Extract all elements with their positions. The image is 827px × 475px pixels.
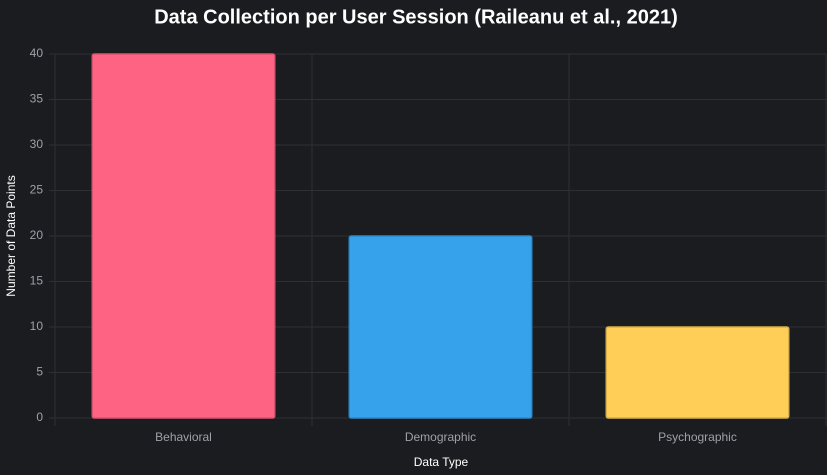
y-tick-label: 30 bbox=[30, 137, 44, 151]
y-tick-label: 10 bbox=[30, 319, 44, 333]
x-tick-label: Demographic bbox=[405, 430, 476, 444]
bar bbox=[348, 235, 533, 419]
x-axis-title: Data Type bbox=[414, 455, 469, 469]
x-tick-label: Behavioral bbox=[155, 430, 212, 444]
y-axis-title: Number of Data Points bbox=[4, 175, 18, 296]
y-tick-label: 15 bbox=[30, 274, 44, 288]
y-tick-label: 25 bbox=[30, 183, 44, 197]
y-tick-label: 20 bbox=[30, 228, 44, 242]
x-tick-label: Psychographic bbox=[658, 430, 737, 444]
y-tick-label: 35 bbox=[30, 92, 44, 106]
y-tick-label: 5 bbox=[36, 365, 43, 379]
bar bbox=[605, 326, 790, 419]
y-tick-label: 40 bbox=[30, 46, 44, 60]
bar bbox=[91, 53, 276, 419]
chart-title: Data Collection per User Session (Railea… bbox=[154, 6, 678, 28]
y-tick-label: 0 bbox=[36, 410, 43, 424]
